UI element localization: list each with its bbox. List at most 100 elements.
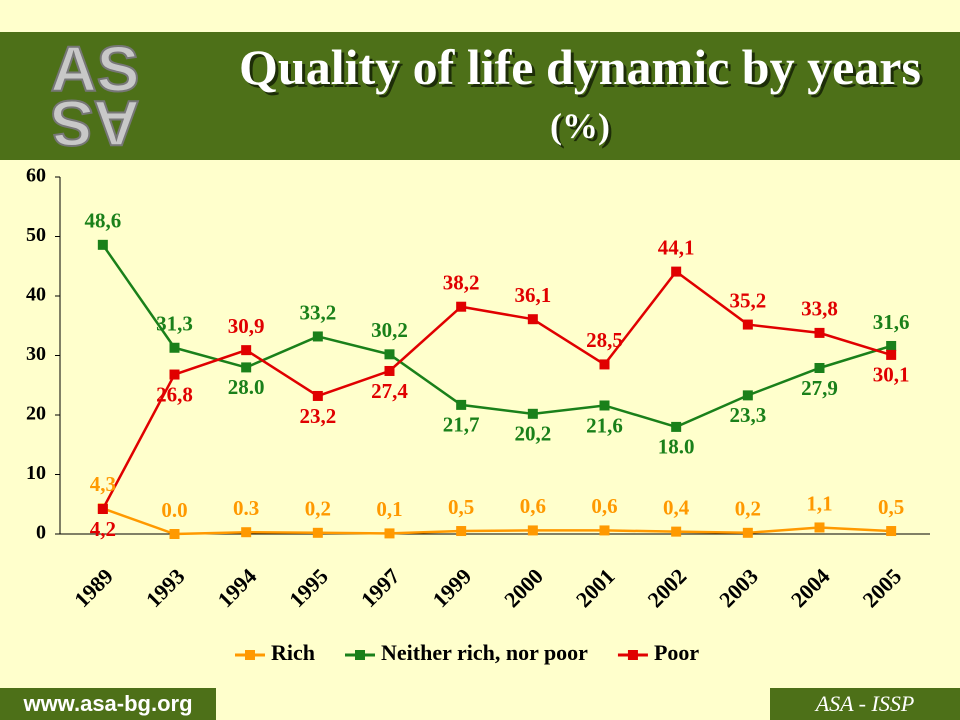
legend-label: Rich — [271, 640, 315, 665]
point — [312, 390, 323, 401]
point — [814, 362, 825, 373]
value-label: 31,3 — [156, 312, 193, 336]
x-tick-label: 1993 — [141, 563, 190, 612]
value-label: 28.0 — [228, 375, 265, 399]
point — [97, 239, 108, 250]
value-label: 33,2 — [299, 300, 336, 324]
y-tick-label: 60 — [26, 165, 46, 187]
x-tick-label: 2002 — [642, 563, 691, 612]
point — [814, 522, 825, 533]
value-label: 35,2 — [729, 288, 766, 312]
point — [599, 525, 610, 536]
y-tick-label: 50 — [26, 224, 46, 246]
point — [312, 527, 323, 538]
value-label: 0.3 — [233, 496, 259, 520]
x-tick-label: 1997 — [356, 563, 405, 612]
value-label: 27,9 — [801, 376, 838, 400]
point — [671, 526, 682, 537]
y-tick-label: 10 — [26, 462, 46, 484]
x-tick-label: 1989 — [69, 563, 118, 612]
value-label: 0,5 — [878, 495, 904, 519]
value-label: 31,6 — [873, 310, 910, 334]
value-label: 4,3 — [90, 472, 116, 496]
value-label: 4,2 — [90, 517, 116, 541]
point — [169, 529, 180, 539]
x-tick-label: 1994 — [212, 563, 261, 612]
y-tick-label: 20 — [26, 403, 46, 425]
value-label: 0,4 — [663, 495, 690, 519]
point — [886, 526, 897, 537]
value-label: 26,8 — [156, 382, 193, 406]
legend-label: Poor — [654, 640, 699, 665]
value-label: 21,7 — [443, 413, 480, 437]
point — [742, 390, 753, 401]
value-label: 23,3 — [729, 403, 766, 427]
value-label: 0,2 — [735, 497, 761, 521]
title-text: Quality of life dynamic by years — [239, 39, 921, 95]
point — [384, 365, 395, 376]
point — [527, 408, 538, 419]
point — [742, 319, 753, 330]
logo-text: AS — [51, 33, 140, 105]
value-label: 27,4 — [371, 379, 408, 403]
x-tick-label: 2001 — [571, 563, 620, 612]
value-label: 36,1 — [514, 283, 551, 307]
y-tick-label: 0 — [36, 522, 46, 544]
series-line — [102, 507, 892, 536]
point — [384, 528, 395, 539]
point — [814, 327, 825, 338]
point — [241, 362, 252, 373]
value-label: 18.0 — [658, 435, 695, 459]
legend-marker — [355, 650, 365, 660]
legend-marker — [245, 650, 255, 660]
x-tick-label: 2000 — [499, 563, 548, 612]
point — [599, 359, 610, 370]
legend-label: Neither rich, nor poor — [381, 640, 588, 665]
value-label: 30,1 — [873, 363, 910, 387]
point — [527, 314, 538, 325]
value-label: 38,2 — [443, 271, 480, 295]
point — [527, 525, 538, 536]
point — [241, 527, 252, 538]
point — [312, 331, 323, 342]
point — [384, 349, 395, 360]
x-tick-label: 2003 — [714, 563, 763, 612]
value-label: 44,1 — [658, 235, 695, 259]
point — [97, 504, 108, 515]
x-tick-label: 1995 — [284, 563, 333, 612]
value-label: 30,9 — [228, 314, 265, 338]
value-label: 23,2 — [299, 404, 336, 428]
title-unit: (%) — [550, 106, 610, 146]
logo: AS AS — [50, 32, 141, 160]
value-label: 28,5 — [586, 328, 623, 352]
logo-text: AS — [51, 87, 140, 159]
x-tick-label: 1999 — [427, 563, 476, 612]
series-line — [101, 244, 892, 429]
value-label: 48,6 — [84, 209, 121, 233]
value-label: 1,1 — [806, 491, 832, 515]
point — [456, 301, 467, 312]
point — [241, 345, 252, 356]
value-label: 0,6 — [591, 494, 617, 518]
value-label: 0,6 — [520, 494, 546, 518]
legend-marker — [627, 650, 638, 660]
value-label: 0.0 — [161, 498, 187, 522]
title: Quality of life dynamic by years (%) — [230, 40, 930, 153]
point — [671, 266, 682, 277]
value-label: 0,2 — [305, 497, 331, 521]
y-tick-label: 30 — [26, 343, 46, 365]
value-label: 0,5 — [448, 495, 474, 519]
point — [169, 369, 180, 380]
value-label: 20,2 — [514, 422, 551, 446]
value-label: 30,2 — [371, 318, 408, 342]
point — [742, 527, 753, 538]
x-tick-label: 2005 — [857, 563, 906, 612]
source: ASA - ISSP — [770, 688, 960, 720]
point — [671, 421, 682, 432]
point — [456, 526, 467, 537]
point — [169, 342, 180, 353]
header: AS AS Quality of life dynamic by years (… — [0, 32, 960, 160]
x-tick-label: 2004 — [786, 563, 835, 612]
value-label: 21,6 — [586, 413, 623, 437]
